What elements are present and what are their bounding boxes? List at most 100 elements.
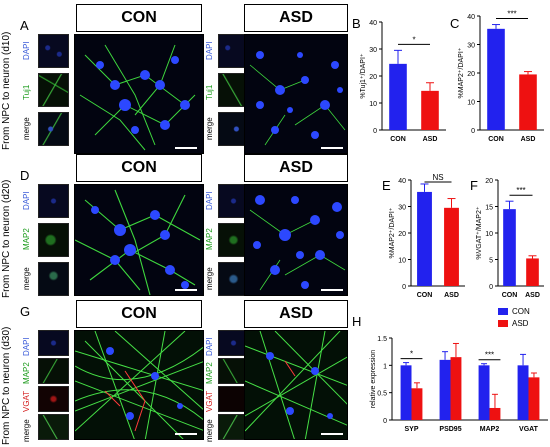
- scale-bar: [321, 289, 343, 291]
- chart-e-y-tick-label: 30: [398, 205, 406, 212]
- chart-h-x-tick-label: SYP: [404, 426, 418, 433]
- chart-c-letter: C: [450, 16, 459, 31]
- chart-h-x-tick-label: VGAT: [519, 426, 539, 433]
- chart-e-x-tick-label: ASD: [444, 292, 459, 299]
- chart-f-x-tick-label: ASD: [525, 292, 540, 299]
- thumb-tuj1: [38, 73, 69, 107]
- chart-b-y-tick-label: 10: [369, 101, 377, 108]
- thumb-merge: [218, 112, 249, 146]
- chart-h-bar: [478, 365, 490, 420]
- chart-c-y-tick-label: 20: [467, 71, 475, 78]
- chart-e-bar: [444, 207, 459, 286]
- thumb-vgat: [38, 386, 69, 412]
- thumb-merge: [38, 262, 69, 296]
- micrograph-con-d10-cells: [79, 44, 196, 151]
- chart-e-y-label: %MAP2⁺/DAPI⁺: [389, 207, 396, 258]
- chart-f-y-tick-label: 20: [485, 178, 493, 185]
- chart-h-bar: [489, 407, 501, 420]
- chart-f-x-tick-label: CON: [502, 292, 518, 299]
- chart-b-bar: [421, 90, 439, 130]
- chart-h-y-tick-label: 0: [383, 418, 387, 425]
- condition-label-con: CON: [76, 154, 202, 182]
- micrograph-asd-d30-cells: [245, 331, 347, 439]
- chart-b-bar: [389, 63, 407, 130]
- thumb-map2: [38, 223, 69, 257]
- chart-e-letter: E: [382, 178, 391, 193]
- chart-b-y-tick-label: 0: [373, 128, 377, 135]
- chart-f-y-tick-label: 5: [489, 258, 493, 265]
- chart-h-sig-label: ***: [485, 351, 494, 360]
- chart-h-legend-swatch: [498, 320, 508, 327]
- chart-h-bar: [400, 365, 412, 420]
- condition-label-asd: ASD: [244, 300, 348, 328]
- chart-e-y-tick-label: 0: [402, 284, 406, 291]
- thumb-map2: [218, 358, 249, 384]
- chart-h-legend-label: CON: [512, 307, 530, 316]
- scale-bar: [321, 433, 343, 435]
- chart-h-bar: [528, 377, 540, 420]
- micrograph-con-d30: [74, 330, 204, 440]
- scale-bar: [321, 147, 343, 149]
- chart-c-x-tick-label: CON: [488, 136, 504, 143]
- chart-h-sig-label: *: [410, 350, 413, 359]
- chart-f-y-label: %VGAT⁺/MAP2⁺: [476, 206, 483, 259]
- chart-c-bar: [487, 28, 505, 131]
- micrograph-con-d30-cells: [75, 331, 203, 439]
- chart-b-letter: B: [352, 16, 361, 31]
- micrograph-asd-d10-cells: [249, 51, 346, 146]
- chart-h-y-label: relative expression: [370, 350, 377, 408]
- chart-c-y-tick-label: 30: [467, 43, 475, 50]
- micrograph-asd-d30: [244, 330, 348, 440]
- scale-bar: [175, 147, 197, 149]
- chart-b-x-tick-label: ASD: [423, 136, 438, 143]
- chart-f-y-tick-label: 10: [485, 231, 493, 238]
- thumb-merge: [218, 414, 249, 440]
- chart-f-bar: [526, 258, 539, 286]
- thumb-dapi: [38, 184, 69, 218]
- chart-b-y-tick-label: 30: [369, 47, 377, 54]
- thumb-merge: [38, 414, 69, 440]
- chart-c-x-tick-label: ASD: [521, 136, 536, 143]
- chart-c-y-label: %MAP2⁺/DAPI⁺: [458, 47, 465, 98]
- chart-e-y-tick-label: 20: [398, 231, 406, 238]
- chart-h-bar: [517, 365, 529, 420]
- chart-h-y-tick-label: 1.5: [377, 336, 387, 343]
- thumb-map2: [38, 358, 69, 384]
- chart-h-y-tick-label: 0.5: [377, 391, 387, 398]
- thumb-tuj1: [218, 73, 249, 107]
- thumb-map2: [218, 223, 249, 257]
- micrograph-con-d10: [74, 34, 204, 154]
- thumb-merge: [218, 262, 249, 296]
- chart-e-bar: [417, 191, 432, 286]
- chart-e-sig-label: NS: [432, 173, 443, 182]
- thumb-dapi: [38, 330, 69, 356]
- chart-h-x-tick-label: MAP2: [480, 426, 500, 433]
- chart-h-bar: [450, 357, 462, 420]
- thumb-dapi: [38, 34, 69, 68]
- thumb-dapi: [218, 330, 249, 356]
- condition-label-asd: ASD: [244, 4, 348, 32]
- chart-c-sig-label: ***: [507, 10, 516, 19]
- chart-e-y-tick-label: 40: [398, 178, 406, 185]
- chart-f-bar: [503, 209, 516, 286]
- panel-letter-G: G: [20, 304, 31, 319]
- chart-c-bar: [519, 74, 537, 130]
- panel-letter-D: D: [20, 168, 30, 183]
- chart-f-sig-label: ***: [516, 186, 525, 195]
- chart-h-legend-swatch: [498, 308, 508, 315]
- chart-b-y-tick-label: 40: [369, 20, 377, 27]
- chart-c-y-tick-label: 40: [467, 14, 475, 21]
- chart-b-x-tick-label: CON: [390, 136, 406, 143]
- micrograph-asd-d20-cells: [249, 195, 346, 291]
- condition-label-asd: ASD: [244, 154, 348, 182]
- chart-f-letter: F: [470, 178, 478, 193]
- chart-e-x-tick-label: CON: [417, 292, 433, 299]
- condition-label-con: CON: [76, 4, 202, 32]
- chart-b-y-tick-label: 20: [369, 74, 377, 81]
- chart-f-y-tick-label: 15: [485, 205, 493, 212]
- micrograph-asd-d10: [244, 34, 348, 154]
- micrograph-con-d20-cells: [75, 189, 201, 295]
- thumb-merge: [38, 112, 69, 146]
- condition-label-con: CON: [76, 300, 202, 328]
